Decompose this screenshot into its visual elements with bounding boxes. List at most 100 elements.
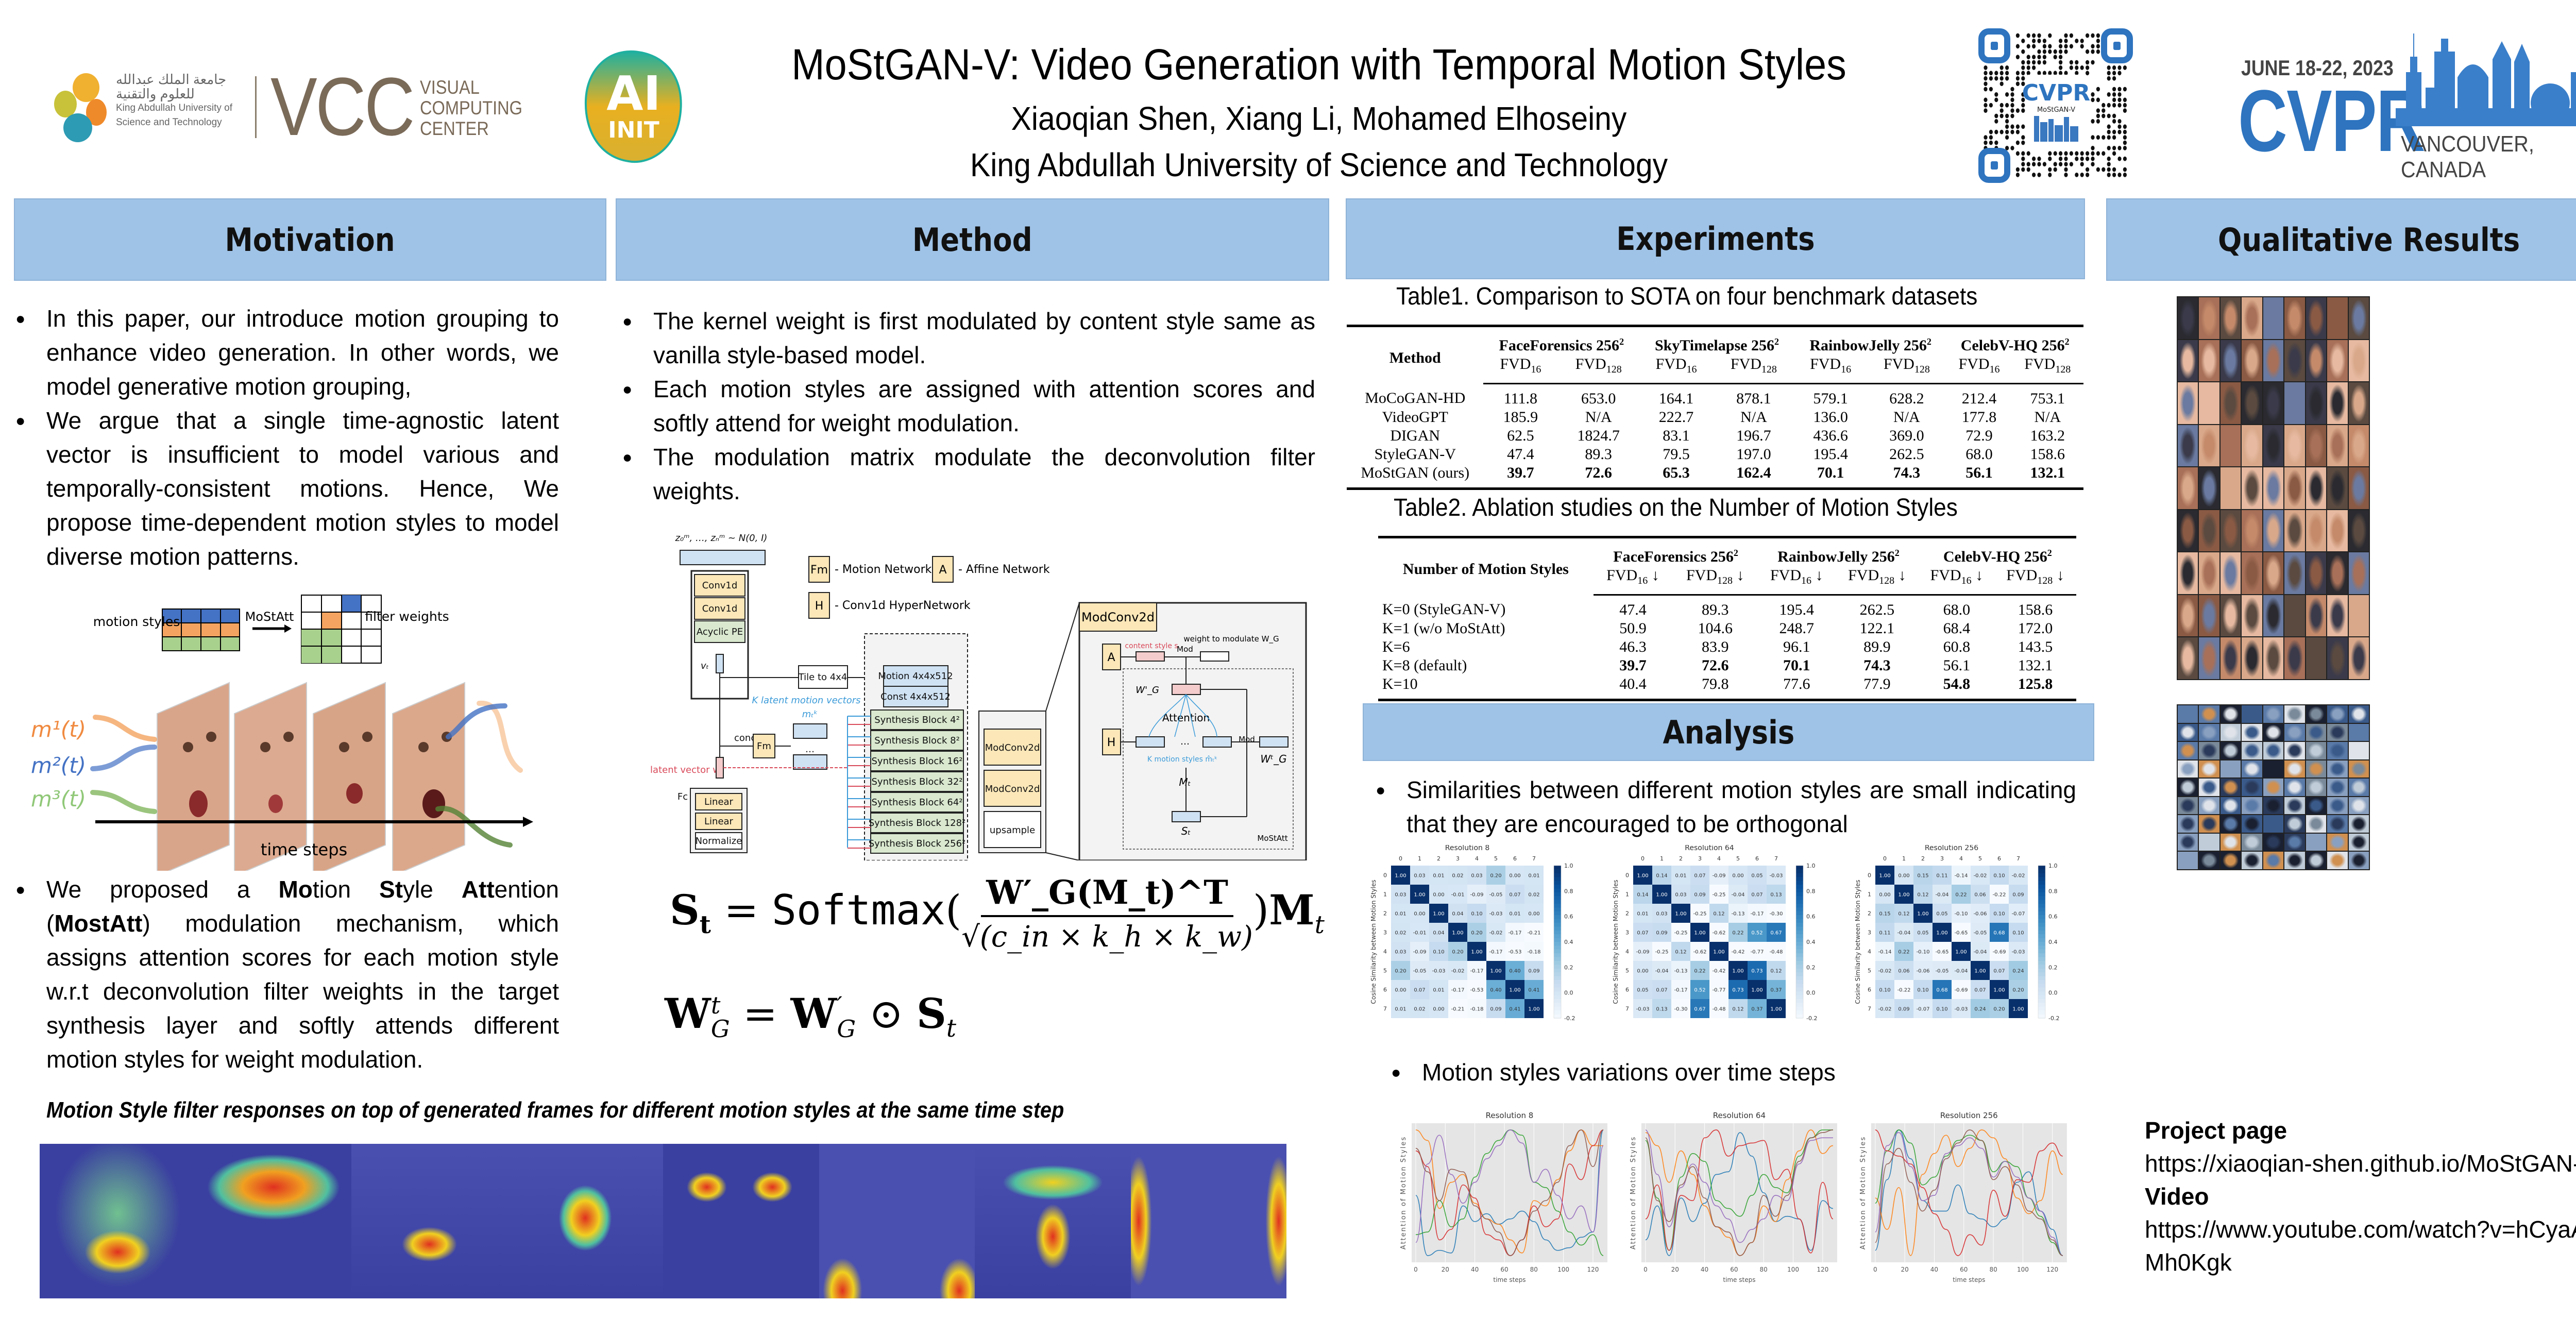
line-chart-xtick: 100 — [1557, 1266, 1569, 1273]
project-links: Project page https://xiaoqian-shen.githu… — [2145, 1114, 2576, 1279]
heatmap-cell — [2009, 923, 2028, 942]
value-cell: 54.8 — [1919, 675, 1995, 701]
heatmap-cell — [1671, 961, 1690, 980]
colorbar-tick: 1.0 — [1564, 863, 1573, 869]
value-cell: 39.7 — [1619, 657, 1647, 674]
legend-swatch — [808, 592, 830, 619]
dataset-header: CelebV-HQ 2562 — [1919, 536, 2076, 566]
heatmap-cell-label: 0.07 — [1656, 988, 1667, 993]
value-cell: 96.1 — [1783, 638, 1810, 655]
value-cell: 172.0 — [2018, 620, 2053, 637]
analysis-bullets-2: Motion styles variations over time steps — [1391, 1055, 2009, 1089]
acyclic-pe-label: Acyclic PE — [697, 627, 743, 637]
heatmap-cell-label: 0.06 — [1898, 969, 1909, 974]
heatmap-cell-label: -0.25 — [1655, 950, 1669, 955]
face-thumbnail — [2220, 552, 2241, 594]
line-chart-xtick: 100 — [2017, 1266, 2029, 1273]
line-series — [1875, 1129, 2063, 1256]
metric-header: FVD16 — [1794, 355, 1867, 384]
formula1-eq: = — [710, 886, 772, 934]
formula1-rhs: M — [1269, 886, 1315, 934]
heatmap-cell-label: 0.05 — [1637, 988, 1648, 993]
heatmap-cell — [1429, 942, 1448, 961]
tile-block — [798, 665, 848, 689]
heatmap-cell-label: 0.12 — [1770, 969, 1782, 974]
heatmap-cell — [1971, 961, 1990, 980]
heatmap-cell — [1391, 942, 1410, 961]
face-thumbnail — [2284, 552, 2305, 594]
heatmap-cell — [1633, 942, 1652, 961]
face-thumbnail — [2306, 552, 2327, 594]
mostatt-box — [1123, 668, 1294, 850]
kaust-vcc-logo: جامعة الملك عبدالله للعلوم والتقنية King… — [49, 63, 522, 150]
heatmap-ytick: 5 — [1383, 968, 1387, 974]
face-thumbnail — [2199, 595, 2219, 637]
qr-code[interactable]: CVPR MoStGAN-V — [1978, 28, 2133, 183]
motion-const-label: Motion 4x4x512 — [878, 671, 953, 682]
wgt-label: Wᵗ_G — [1260, 753, 1286, 765]
kaust-english-2: Science and Technology — [116, 117, 222, 128]
sky-thumbnail — [2220, 705, 2241, 723]
experiments-heading: Experiments — [1616, 220, 1815, 258]
formula2-lhs-sup: t — [710, 991, 721, 1019]
heatmap-cell — [1448, 885, 1467, 904]
heatmap-ytick: 6 — [1625, 987, 1629, 993]
heatmap-cell — [1894, 961, 1913, 980]
line-series — [1415, 1129, 1604, 1256]
heatmap-ytick: 4 — [1383, 949, 1387, 955]
sky-thumbnail — [2284, 723, 2305, 741]
ai-init-logo: AI INIT — [580, 49, 688, 165]
heatmap-ytick: 4 — [1625, 949, 1629, 955]
heatmap-cell-label: 1.00 — [1955, 950, 1967, 955]
value-cell: 56.1 — [1943, 657, 1971, 674]
face-thumbnail — [2263, 510, 2284, 552]
line-chart-xtick: 40 — [1930, 1266, 1938, 1273]
heatmap-cell-label: -0.02 — [1878, 1007, 1892, 1012]
ai-init-ai: AI — [606, 66, 660, 121]
const-block — [883, 686, 948, 707]
architecture-diagram: .bx { stroke: #222; stroke-width: 2; } .… — [650, 533, 1307, 860]
face-thumbnail — [2327, 595, 2348, 637]
heatmap-cell-label: -0.03 — [1636, 1007, 1650, 1012]
heatmap-cell — [1524, 942, 1544, 961]
sky-thumbnail — [2348, 760, 2369, 778]
method-cell: K=8 (default) — [1382, 657, 1467, 674]
line-chart-xtick: 40 — [1471, 1266, 1479, 1273]
sky-thumbnail — [2306, 815, 2327, 833]
sky-thumbnail — [2263, 779, 2284, 796]
heatmap-xtick: 6 — [1513, 855, 1517, 862]
heatmap-colorbar — [1553, 865, 1562, 1019]
heatmap-cell-label: -0.25 — [1713, 892, 1726, 898]
legend-label: - Conv1d HyperNetwork — [835, 599, 971, 612]
heatmap-cell — [1952, 866, 1971, 885]
heatmap-cell-label: 0.00 — [1528, 911, 1539, 917]
heatmap-cell-label: 0.22 — [1955, 892, 1967, 898]
face-thumbnail — [2178, 425, 2198, 467]
project-page-link[interactable]: https://xiaoqian-shen.github.io/MoStGAN-… — [2145, 1150, 2576, 1177]
heatmap-cell-label: -0.14 — [1955, 873, 1968, 879]
attention-formula: St = Softmax(W′_G(M_t)^T √(c_in × k_h × k… — [670, 873, 1325, 954]
face-thumbnail — [2242, 595, 2262, 637]
heatmap-cell-label: 0.03 — [1656, 911, 1667, 917]
heatmap-cell-label: -0.03 — [1770, 873, 1783, 879]
heatmap-ytick: 6 — [1868, 987, 1871, 993]
heatmap-cell-label: 0.24 — [1974, 1007, 1986, 1012]
formula1-denominator: √(c_in × k_h × k_w) — [961, 920, 1253, 954]
sky-thumbnail — [2348, 742, 2369, 759]
heatmap-cell — [1448, 923, 1467, 942]
heatmap-cell-label: 0.67 — [1694, 1007, 1705, 1012]
sky-thumbnail — [2284, 779, 2305, 796]
sky-thumbnail — [2327, 742, 2348, 759]
heatmap-cell-label: 1.00 — [2012, 1007, 2024, 1012]
heatmap-panel: Resolution 64 Cosine Similarity between M… — [1612, 845, 1817, 1022]
metric-header: FVD128 — [1713, 355, 1794, 384]
heatmap-cell-label: 1.00 — [1713, 950, 1724, 955]
video-link[interactable]: https://www.youtube.com/watch?v=hCyaA Mh0… — [2145, 1213, 2576, 1279]
value-cell: 197.0 — [1736, 446, 1771, 463]
heatmap-cell-label: 0.10 — [1993, 911, 2005, 917]
time-axis-arrow-icon — [95, 817, 533, 827]
synthesis-block — [870, 771, 964, 792]
legend-swatch — [932, 556, 954, 583]
heatmap-cell-label: -0.06 — [1917, 969, 1930, 974]
value-cell: 104.6 — [1698, 620, 1733, 637]
